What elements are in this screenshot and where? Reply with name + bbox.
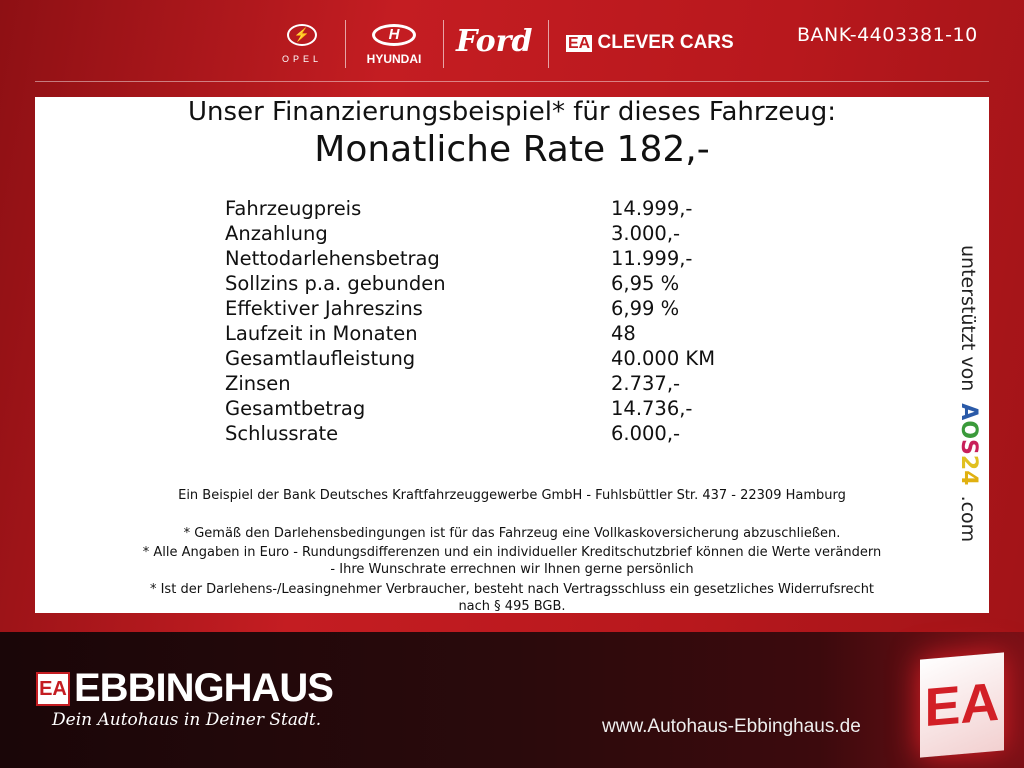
- finance-row: Laufzeit in Monaten 48: [225, 322, 636, 347]
- footer-banner: EA EBBINGHAUS Dein Autohaus in Deiner St…: [0, 632, 1024, 768]
- divider: [548, 20, 549, 68]
- footnote: nach § 495 BGB.: [458, 599, 566, 614]
- clever-cars-logo: EA CLEVER CARS: [566, 32, 734, 53]
- footnote: * Alle Angaben in Euro - Rundungsdiffere…: [142, 545, 882, 560]
- footnote: * Gemäß den Darlehensbedingungen ist für…: [183, 526, 841, 541]
- row-value: 14.999,-: [611, 197, 693, 220]
- finance-row: Gesamtlaufleistung 40.000 KM: [225, 347, 715, 372]
- headline: Unser Finanzierungsbeispiel* für dieses …: [188, 97, 836, 127]
- finance-row: Zinsen 2.737,-: [225, 372, 680, 397]
- row-label: Gesamtlaufleistung: [225, 347, 416, 370]
- row-label: Nettodarlehensbetrag: [225, 247, 440, 270]
- row-label: Anzahlung: [225, 222, 328, 245]
- opel-logo: ⚡ OPEL: [278, 24, 326, 64]
- website-link[interactable]: www.Autohaus-Ebbinghaus.de: [602, 716, 861, 737]
- finance-row: Effektiver Jahreszins 6,99 %: [225, 297, 679, 322]
- monthly-rate: Monatliche Rate 182,-: [314, 129, 710, 170]
- aos24-logo: AOS24: [956, 403, 981, 486]
- row-label: Gesamtbetrag: [225, 397, 366, 420]
- bank-code: BANK-4403381-10: [797, 24, 978, 46]
- row-value: 6,99 %: [611, 297, 680, 320]
- ea-badge-icon: EA: [566, 35, 593, 52]
- opel-lightning-icon: ⚡: [287, 24, 317, 46]
- row-value: 48: [611, 322, 636, 345]
- row-label: Zinsen: [225, 372, 291, 395]
- row-label: Sollzins p.a. gebunden: [225, 272, 446, 295]
- finance-row: Schlussrate 6.000,-: [225, 422, 680, 447]
- ea-logo-icon: EA: [36, 672, 70, 706]
- row-label: Effektiver Jahreszins: [225, 297, 423, 320]
- row-value: 6,95 %: [611, 272, 680, 295]
- finance-row: Anzahlung 3.000,-: [225, 222, 680, 247]
- row-value: 14.736,-: [611, 397, 693, 420]
- slogan: Dein Autohaus in Deiner Stadt.: [52, 710, 322, 730]
- header-divider: [35, 81, 989, 82]
- row-label: Laufzeit in Monaten: [225, 322, 418, 345]
- row-value: 11.999,-: [611, 247, 693, 270]
- ea-emblem-icon: EA: [920, 652, 1004, 758]
- financing-panel: Unser Finanzierungsbeispiel* für dieses …: [35, 97, 989, 614]
- ford-logo: Ford: [456, 24, 533, 59]
- hyundai-h-icon: H: [372, 24, 416, 46]
- row-value: 40.000 KM: [611, 347, 716, 370]
- divider: [345, 20, 346, 68]
- row-label: Schlussrate: [225, 422, 339, 445]
- finance-row: Fahrzeugpreis 14.999,-: [225, 197, 692, 222]
- footnote: * Ist der Darlehens-/Leasingnehmer Verbr…: [149, 582, 875, 597]
- row-value: 3.000,-: [611, 222, 681, 245]
- finance-row: Gesamtbetrag 14.736,-: [225, 397, 692, 422]
- divider: [443, 20, 444, 68]
- hyundai-logo: H HYUNDAI: [366, 24, 422, 66]
- row-label: Fahrzeugpreis: [225, 197, 362, 220]
- bank-note: Ein Beispiel der Bank Deutsches Kraftfah…: [178, 488, 846, 503]
- company-name: EBBINGHAUS: [74, 666, 334, 710]
- row-value: 6.000,-: [611, 422, 681, 445]
- row-value: 2.737,-: [611, 372, 681, 395]
- finance-row: Nettodarlehensbetrag 11.999,-: [225, 247, 692, 272]
- footnote: - Ihre Wunschrate errechnen wir Ihnen ge…: [330, 562, 694, 577]
- finance-row: Sollzins p.a. gebunden 6,95 %: [225, 272, 679, 297]
